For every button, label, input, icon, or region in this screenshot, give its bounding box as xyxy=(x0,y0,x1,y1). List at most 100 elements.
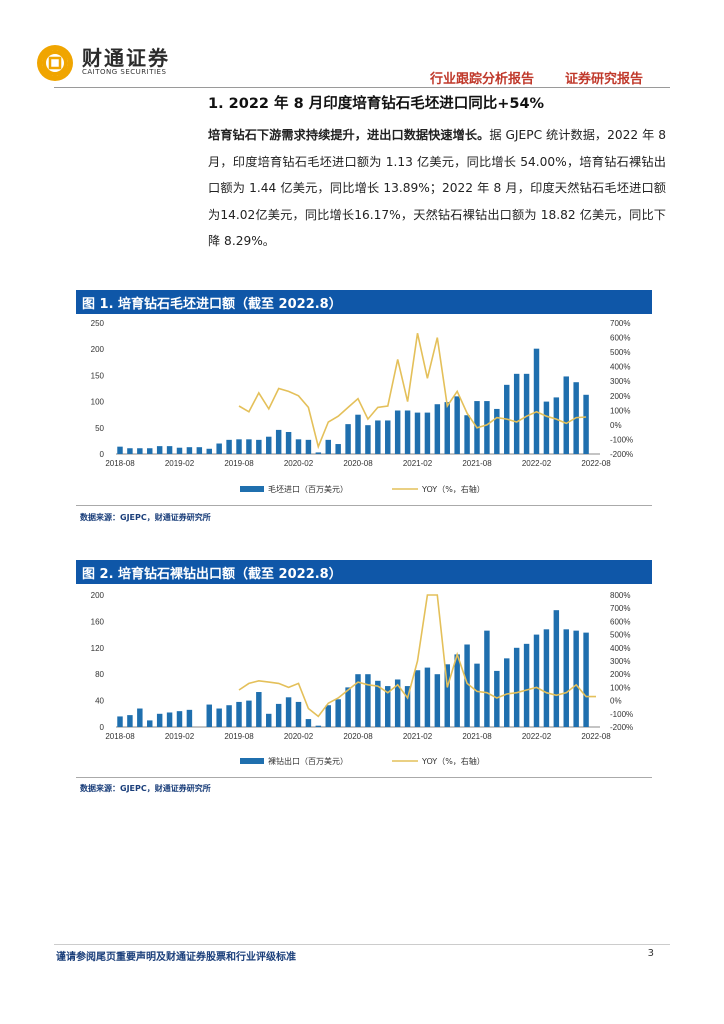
bar xyxy=(355,414,361,454)
bar xyxy=(226,705,232,727)
y-right-tick-label: 700% xyxy=(610,319,630,328)
bar xyxy=(563,376,569,454)
bar xyxy=(414,412,421,454)
bar xyxy=(375,420,381,454)
x-tick-label: 2022-08 xyxy=(581,732,611,741)
bar xyxy=(156,713,163,727)
y-right-tick-label: 300% xyxy=(610,377,630,386)
bar xyxy=(315,725,322,727)
y-right-tick-label: 0% xyxy=(610,421,622,430)
y-right-tick-label: 200% xyxy=(610,392,630,401)
bar xyxy=(156,446,163,454)
figure-2-chart: 200 160 120 80 40 0 800% 700% 600% 500% 400% 300% 20… xyxy=(76,584,652,776)
y-left-tick-label: 120 xyxy=(91,644,105,653)
bar xyxy=(345,424,351,454)
y-right-tick-label: 200% xyxy=(610,670,630,679)
yoy-line xyxy=(238,594,596,718)
figure-1-source: 数据来源：GJEPC，财通证券研究所 xyxy=(80,513,211,522)
bar xyxy=(533,634,540,727)
bar xyxy=(464,644,470,727)
y-right-tick-label: 500% xyxy=(610,348,630,357)
bar xyxy=(325,705,331,727)
y-left-tick-label: 40 xyxy=(95,697,104,706)
bar xyxy=(295,701,302,727)
bar xyxy=(206,704,212,727)
y-right-tick-label: 400% xyxy=(610,644,630,653)
logo-text-en: CAITONG SECURITIES xyxy=(82,68,167,76)
y-left-tick-label: 250 xyxy=(91,319,105,328)
y-left-tick-label: 200 xyxy=(91,591,105,600)
bar xyxy=(266,436,272,454)
bar xyxy=(355,674,361,727)
x-tick-label: 2018-08 xyxy=(105,459,135,468)
bar xyxy=(137,448,143,454)
x-tick-label: 2021-02 xyxy=(403,732,433,741)
bar xyxy=(186,709,193,727)
figure-1-caption: 图 1. 培育钻石毛坯进口额（截至 2022.8） xyxy=(76,290,652,314)
report-type-label: 行业跟踪分析报告 xyxy=(430,72,535,87)
y-right-tick-label: 800% xyxy=(610,591,630,600)
y-right-tick-label: -200% xyxy=(610,723,633,732)
y-right-tick-label: -100% xyxy=(610,435,633,444)
bar xyxy=(464,415,470,454)
bar xyxy=(266,713,272,727)
x-tick-label: 2021-02 xyxy=(403,459,433,468)
x-tick-label: 2020-08 xyxy=(343,732,373,741)
y-left-tick-label: 0 xyxy=(100,450,105,459)
y-left-tick-label: 0 xyxy=(100,723,105,732)
bar xyxy=(523,643,530,727)
bar xyxy=(256,439,262,454)
x-tick-label: 2020-02 xyxy=(284,732,314,741)
bar xyxy=(563,629,569,727)
bar xyxy=(166,712,173,727)
bar xyxy=(246,439,252,454)
x-tick-label: 2022-02 xyxy=(522,732,552,741)
y-right-tick-label: -200% xyxy=(610,450,633,459)
x-tick-label: 2019-08 xyxy=(224,459,254,468)
bar xyxy=(275,703,282,727)
y-right-tick-label: 700% xyxy=(610,604,630,613)
bar xyxy=(176,711,183,727)
legend-bar-swatch xyxy=(240,486,264,492)
legend-line-label: YOY（%，右轴） xyxy=(421,756,485,766)
bar xyxy=(385,420,391,454)
bar xyxy=(325,439,331,454)
bar xyxy=(434,404,441,454)
figure-2-source: 数据来源：GJEPC，财通证券研究所 xyxy=(80,784,211,793)
bar xyxy=(117,446,123,454)
bar xyxy=(226,439,232,454)
bar xyxy=(444,664,450,727)
x-tick-label: 2021-08 xyxy=(462,459,492,468)
y-right-tick-label: 100% xyxy=(610,683,630,692)
bar xyxy=(137,708,143,727)
bar xyxy=(484,401,490,454)
x-tick-label: 2019-02 xyxy=(165,459,195,468)
y-right-tick-label: 600% xyxy=(610,617,630,626)
y-right-tick-label: 0% xyxy=(610,697,622,706)
bar xyxy=(365,425,371,454)
bar xyxy=(523,373,530,454)
bar xyxy=(345,687,351,727)
bar xyxy=(494,408,500,454)
bar xyxy=(394,679,401,727)
bar xyxy=(494,670,500,727)
figure-1-svg: 250 200 150 100 50 0 700% 600% 500% 400% 300% 200% 1… xyxy=(91,319,633,494)
bar xyxy=(236,439,242,454)
x-tick-label: 2019-02 xyxy=(165,732,195,741)
legend-line-label: YOY（%，右轴） xyxy=(421,484,485,494)
bar xyxy=(127,448,133,454)
y-right-tick-label: 300% xyxy=(610,657,630,666)
bar xyxy=(434,674,441,727)
bar xyxy=(583,632,589,727)
bar xyxy=(424,412,431,454)
y-right-tick-label: 400% xyxy=(610,363,630,372)
bar xyxy=(504,658,510,727)
bar xyxy=(206,448,212,454)
x-tick-label: 2020-08 xyxy=(343,459,373,468)
y-left-tick-label: 80 xyxy=(95,670,104,679)
x-tick-label: 2022-02 xyxy=(522,459,552,468)
logo-text-cn: 财通证券 xyxy=(82,46,170,70)
bar xyxy=(513,647,520,727)
bar xyxy=(404,410,411,454)
bar xyxy=(553,610,560,727)
